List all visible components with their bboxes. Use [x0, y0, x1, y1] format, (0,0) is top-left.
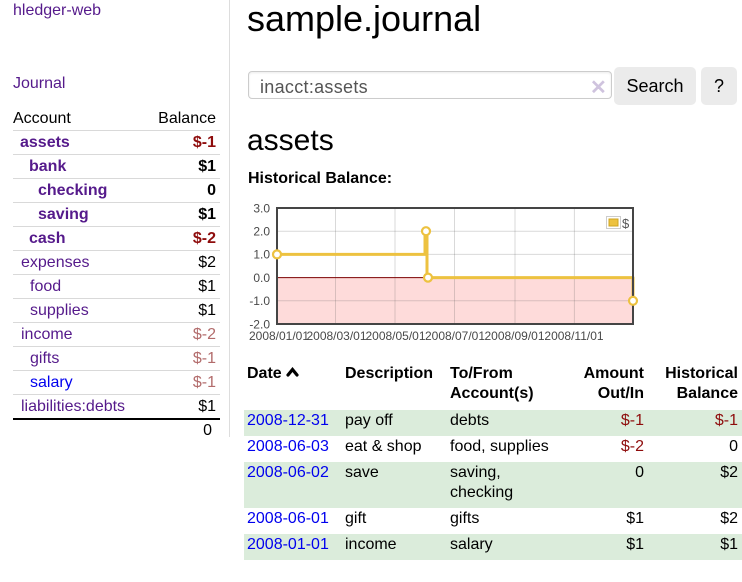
svg-text:-2.0: -2.0: [249, 317, 270, 331]
svg-text:2008/09/01: 2008/09/01: [484, 329, 544, 343]
svg-text:1.0: 1.0: [253, 248, 270, 262]
svg-text:2008/05/01: 2008/05/01: [365, 329, 425, 343]
svg-text:2008/07/01: 2008/07/01: [425, 329, 485, 343]
svg-text:-1.0: -1.0: [249, 294, 270, 308]
svg-text:$: $: [622, 216, 630, 231]
svg-text:2008/01/01: 2008/01/01: [249, 329, 309, 343]
svg-text:2008/11/01: 2008/11/01: [544, 329, 603, 343]
svg-text:0.0: 0.0: [253, 271, 270, 285]
svg-text:2.0: 2.0: [253, 225, 270, 239]
svg-text:2008/03/01: 2008/03/01: [306, 329, 366, 343]
svg-text:3.0: 3.0: [253, 201, 270, 215]
